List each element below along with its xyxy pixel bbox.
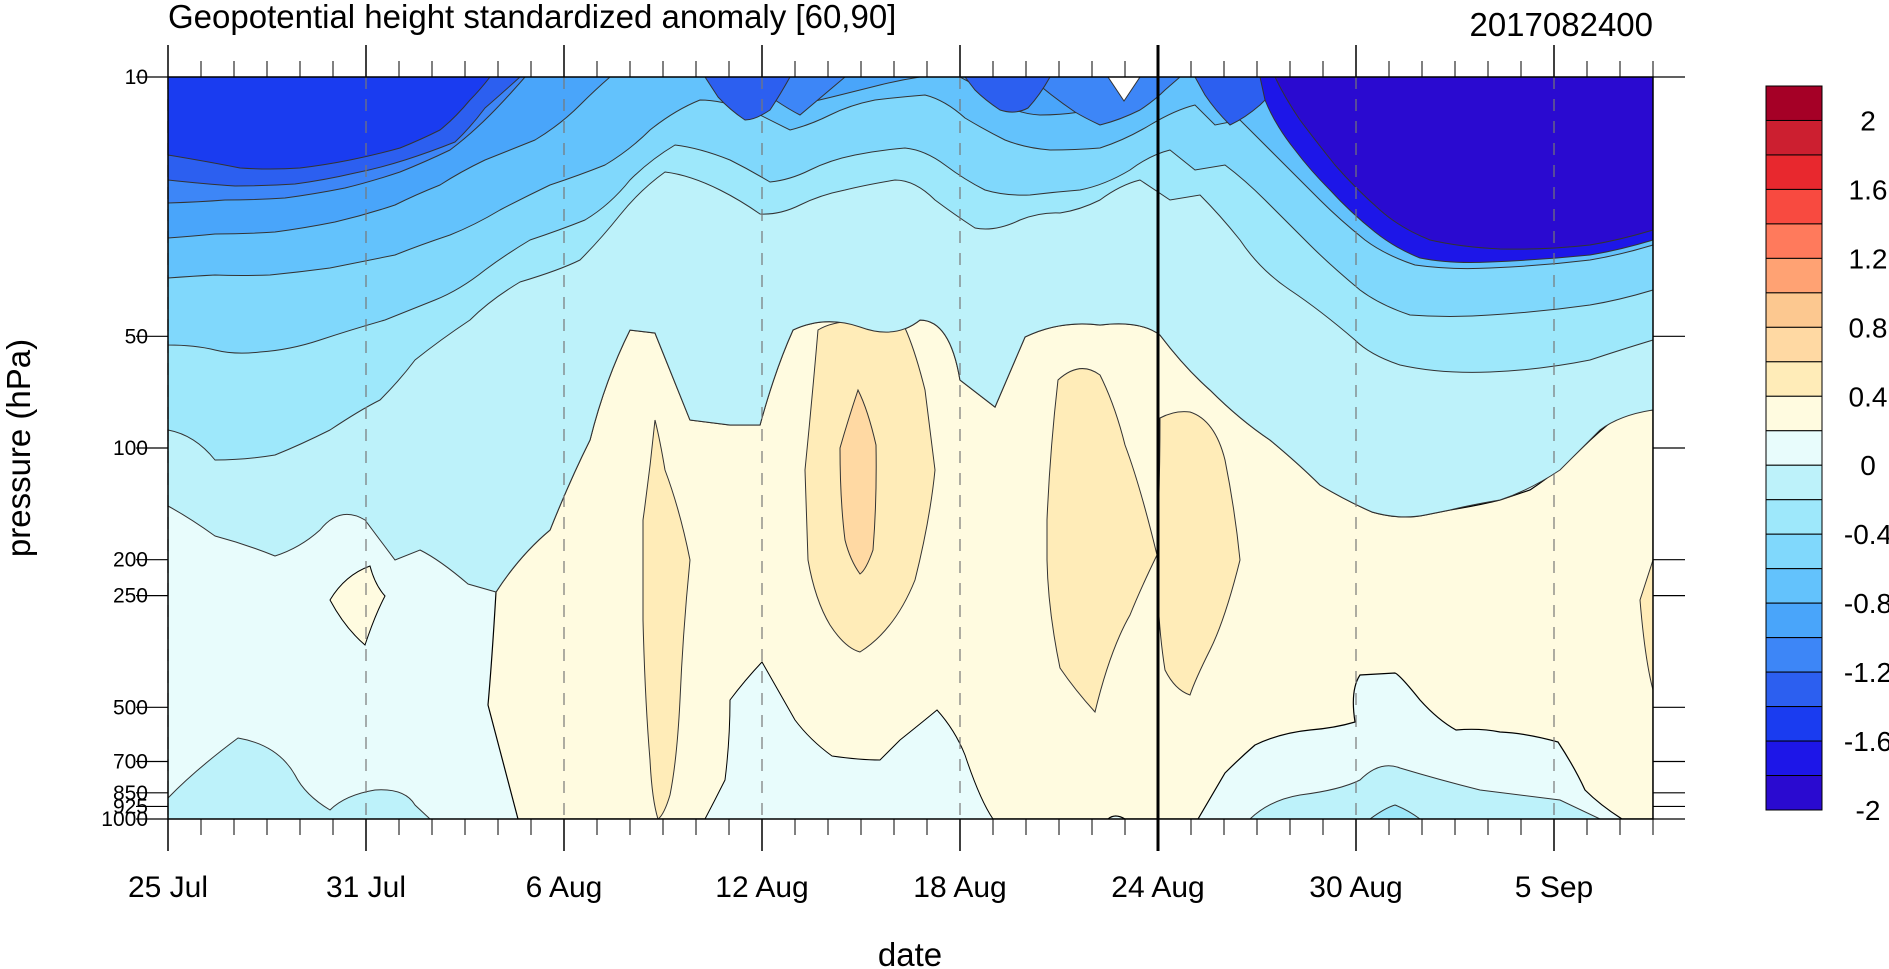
y-tick-label: 50 [125, 325, 148, 348]
colorbar-swatch [1765, 326, 1823, 363]
colorbar-label: -0.4 [1844, 519, 1889, 550]
contour-band [168, 77, 491, 170]
colorbar-label: -0.8 [1844, 588, 1889, 619]
colorbar-swatch [1765, 361, 1823, 397]
colorbar-swatch [1765, 188, 1823, 225]
colorbar-swatch [1765, 85, 1823, 121]
y-tick-label: 250 [113, 585, 148, 608]
y-tick-label: 10 [125, 66, 148, 89]
y-tick-label: 700 [113, 751, 148, 774]
contour-band [1107, 77, 1141, 102]
colorbar-swatch [1765, 430, 1823, 466]
y-tick-label: 1000 [101, 808, 148, 831]
y-tick-label: 500 [113, 696, 148, 719]
x-tick-label: 24 Aug [1111, 871, 1204, 904]
colorbar-swatch [1765, 464, 1823, 501]
x-tick-label: 18 Aug [913, 871, 1006, 904]
colorbar-swatch [1765, 119, 1823, 156]
colorbar-swatch [1765, 533, 1823, 570]
x-tick-label: 5 Sep [1515, 871, 1593, 904]
x-tick-label: 12 Aug [715, 871, 808, 904]
colorbar-swatch [1765, 671, 1823, 708]
y-tick-label: 925 [113, 795, 148, 818]
x-axis-label: date [878, 936, 942, 969]
x-tick-label: 30 Aug [1309, 871, 1402, 904]
colorbar-label: -2 [1856, 795, 1881, 826]
colorbar-label: 0 [1860, 450, 1876, 481]
colorbar-label: 0.4 [1849, 381, 1888, 412]
x-tick-label: 25 Jul [128, 871, 208, 904]
contour-band [704, 661, 994, 819]
contour-field [168, 77, 1653, 819]
colorbar-label: 1.2 [1849, 243, 1888, 274]
colorbar-swatch [1765, 257, 1823, 294]
colorbar-swatch [1765, 499, 1823, 535]
colorbar-swatch [1765, 637, 1823, 673]
contour-band [964, 77, 1051, 113]
contour-band [329, 565, 386, 646]
contour-band [642, 419, 691, 819]
x-axis: 25 Jul 31 Jul 6 Aug 12 Aug 18 Aug 24 Aug 30 Au… [128, 45, 1654, 904]
colorbar-swatch [1765, 154, 1823, 190]
contour-band [1369, 804, 1421, 819]
colorbar-swatch [1765, 706, 1823, 742]
colorbar-label: 1.6 [1849, 174, 1888, 205]
colorbar-swatch [1765, 395, 1823, 432]
y-tick-label: 850 [113, 782, 148, 805]
colorbar-label: 2 [1860, 105, 1876, 136]
colorbar-label: -1.2 [1844, 657, 1889, 688]
colorbar-swatch [1765, 223, 1823, 259]
contour-band [168, 737, 431, 819]
colorbar: 2 1.6 1.2 0.8 0.4 0 -0.4 -0.8 -1.2 -1.6 -2 [1765, 85, 1889, 826]
colorbar-swatch [1765, 740, 1823, 777]
chart-title: Geopotential height standardized anomaly… [168, 0, 896, 35]
colorbar-swatch [1765, 775, 1823, 811]
contour-band [1249, 765, 1601, 819]
contour-band [1274, 77, 1653, 250]
colorbar-swatch [1765, 292, 1823, 328]
colorbar-swatch [1765, 568, 1823, 604]
y-axis-label: pressure (hPa) [0, 339, 37, 557]
y-tick-label: 100 [113, 437, 148, 460]
contour-band [839, 388, 877, 575]
colorbar-label: -1.6 [1844, 726, 1889, 757]
colorbar-label: 0.8 [1849, 312, 1888, 343]
date-stamp: 2017082400 [1469, 6, 1653, 43]
contour-band [704, 77, 791, 121]
x-tick-label: 6 Aug [526, 871, 603, 904]
x-tick-label: 31 Jul [326, 871, 406, 904]
colorbar-swatch [1765, 602, 1823, 639]
contour-band [1156, 411, 1241, 696]
y-tick-label: 200 [113, 549, 148, 572]
